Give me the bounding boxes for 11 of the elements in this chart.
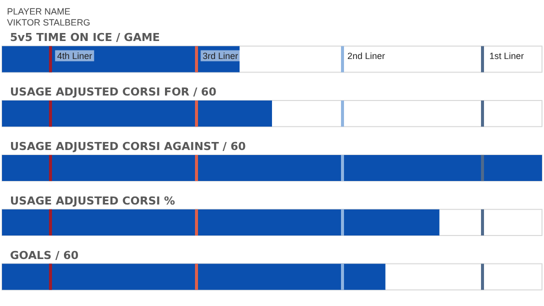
y-tick-label: USAGE ADJUSTED CORSI AGAINST / 60 [10,140,246,153]
y-tick-label: GOALS / 60 [10,248,79,262]
chart-subtitle: VIKTOR STALBERG [7,18,90,28]
ref-line-label: 4th Liner [57,50,92,61]
y-tick-label: 5v5 TIME ON ICE / GAME [10,31,160,44]
y-tick-label: USAGE ADJUSTED CORSI % [10,194,176,208]
y-tick-label: USAGE ADJUSTED CORSI FOR / 60 [10,86,217,99]
ref-line-label: 3rd Liner [202,50,238,61]
ref-line-label: 1st Liner [489,50,524,61]
ref-line-label: 2nd Liner [347,50,385,61]
chart-title: PLAYER NAME [7,6,70,16]
